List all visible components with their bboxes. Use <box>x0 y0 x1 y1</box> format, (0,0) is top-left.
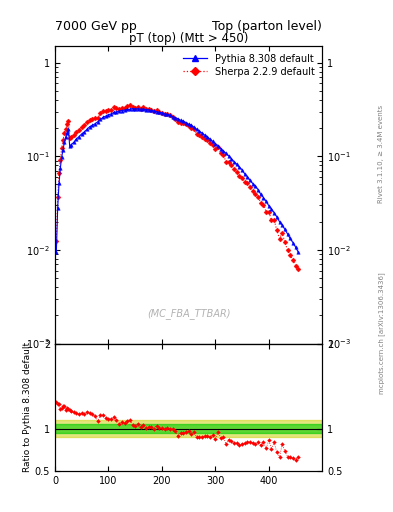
Title: pT (top) (Mtt > 450): pT (top) (Mtt > 450) <box>129 32 248 45</box>
Text: Top (parton level): Top (parton level) <box>212 20 322 33</box>
Text: 7000 GeV pp: 7000 GeV pp <box>55 20 137 33</box>
Bar <box>55 420 322 437</box>
Text: (MC_FBA_TTBAR): (MC_FBA_TTBAR) <box>147 308 230 319</box>
Bar <box>55 424 322 433</box>
Text: mcplots.cern.ch [arXiv:1306.3436]: mcplots.cern.ch [arXiv:1306.3436] <box>378 272 385 394</box>
Y-axis label: Ratio to Pythia 8.308 default: Ratio to Pythia 8.308 default <box>23 342 32 473</box>
Text: Rivet 3.1.10, ≥ 3.4M events: Rivet 3.1.10, ≥ 3.4M events <box>378 104 384 203</box>
Legend: Pythia 8.308 default, Sherpa 2.2.9 default: Pythia 8.308 default, Sherpa 2.2.9 defau… <box>180 51 318 80</box>
